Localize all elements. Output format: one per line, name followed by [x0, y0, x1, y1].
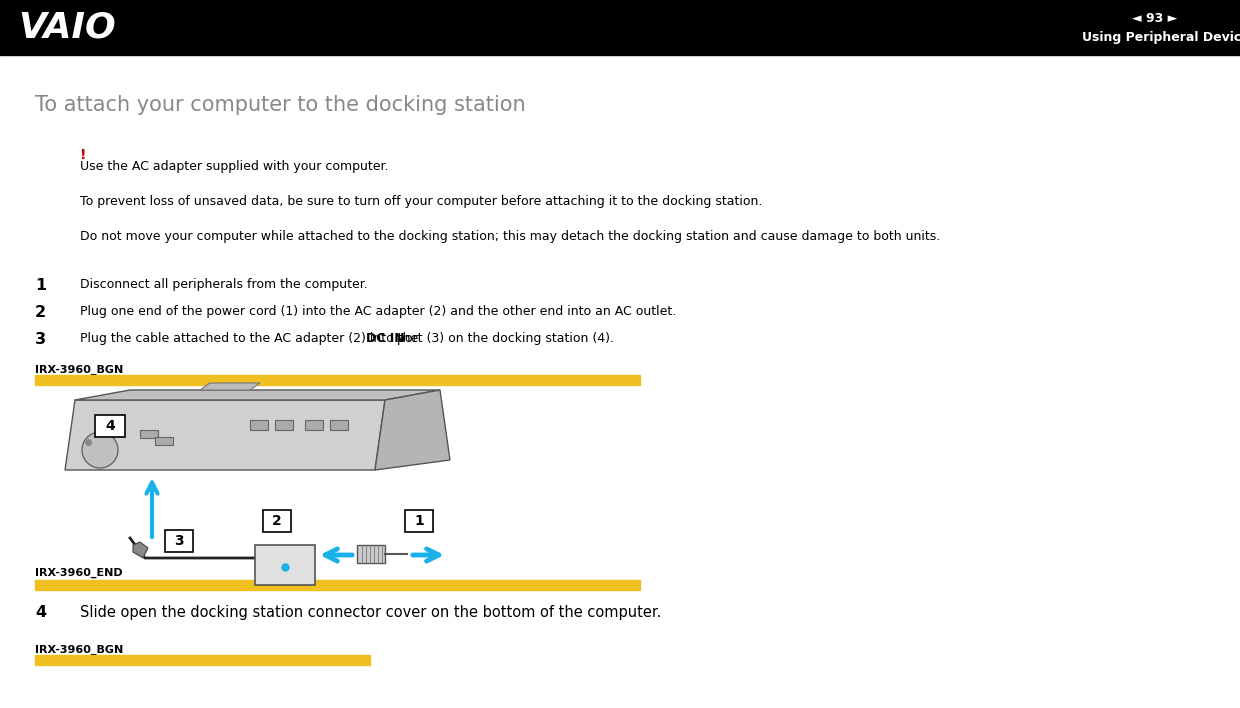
Polygon shape	[74, 390, 440, 400]
Text: Plug one end of the power cord (1) into the AC adapter (2) and the other end int: Plug one end of the power cord (1) into …	[81, 305, 676, 318]
Text: Use the AC adapter supplied with your computer.: Use the AC adapter supplied with your co…	[81, 160, 388, 173]
Text: 2: 2	[35, 305, 46, 320]
Text: Plug the cable attached to the AC adapter (2) into the: Plug the cable attached to the AC adapte…	[81, 332, 423, 345]
Text: Using Peripheral Devices: Using Peripheral Devices	[1083, 31, 1240, 45]
Bar	[165, 530, 193, 552]
Text: To prevent loss of unsaved data, be sure to turn off your computer before attach: To prevent loss of unsaved data, be sure…	[81, 195, 763, 208]
Text: 3: 3	[35, 332, 46, 347]
Text: IRX-3960_BGN: IRX-3960_BGN	[35, 645, 123, 656]
Bar	[357, 545, 384, 563]
Bar	[140, 430, 157, 438]
Text: 2: 2	[272, 514, 281, 528]
Text: Disconnect all peripherals from the computer.: Disconnect all peripherals from the comp…	[81, 278, 368, 291]
Text: !: !	[81, 148, 87, 162]
Bar	[305, 420, 322, 430]
Polygon shape	[374, 390, 450, 470]
Bar	[250, 420, 268, 430]
Bar	[35, 580, 640, 590]
Bar	[0, 0, 1240, 55]
Text: Slide open the docking station connector cover on the bottom of the computer.: Slide open the docking station connector…	[81, 605, 661, 620]
Bar	[155, 437, 174, 445]
Bar	[35, 375, 640, 385]
Polygon shape	[133, 542, 148, 558]
Text: IRX-3960_BGN: IRX-3960_BGN	[35, 365, 123, 375]
Text: port (3) on the docking station (4).: port (3) on the docking station (4).	[393, 332, 614, 345]
Bar	[405, 510, 433, 532]
Text: To attach your computer to the docking station: To attach your computer to the docking s…	[35, 95, 526, 115]
Polygon shape	[64, 400, 384, 470]
Bar	[35, 655, 370, 665]
Bar	[330, 420, 348, 430]
Text: 3: 3	[174, 534, 184, 548]
Text: DC IN: DC IN	[366, 332, 404, 345]
Circle shape	[82, 432, 118, 468]
Text: 1: 1	[35, 278, 46, 293]
Text: 1: 1	[414, 514, 424, 528]
Polygon shape	[200, 383, 260, 390]
Bar	[255, 545, 315, 585]
Text: VAIO: VAIO	[19, 11, 115, 45]
Bar	[275, 420, 293, 430]
Text: 4: 4	[105, 419, 115, 433]
Text: 4: 4	[35, 605, 46, 620]
Bar	[95, 415, 125, 437]
Bar	[263, 510, 291, 532]
Text: IRX-3960_END: IRX-3960_END	[35, 568, 123, 578]
Text: Do not move your computer while attached to the docking station; this may detach: Do not move your computer while attached…	[81, 230, 940, 243]
Text: ◄ 93 ►: ◄ 93 ►	[1132, 11, 1178, 25]
